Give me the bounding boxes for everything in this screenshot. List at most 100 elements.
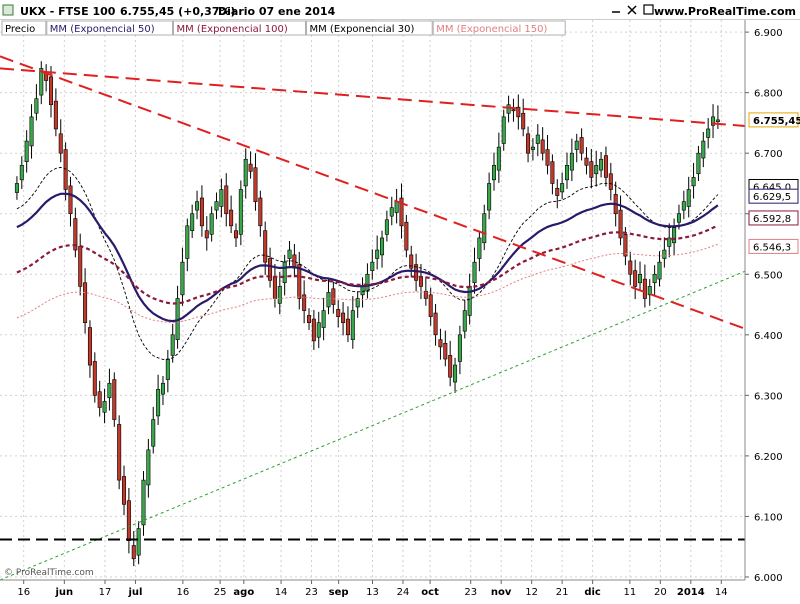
- candle: [355, 291, 360, 318]
- candle-body: [672, 225, 677, 244]
- legend-item-box[interactable]: [306, 20, 433, 36]
- candle-body: [268, 258, 273, 281]
- candle-body: [428, 294, 433, 317]
- x-tick-label: nov: [491, 587, 512, 598]
- candle-body: [49, 76, 54, 106]
- candle-body: [652, 273, 657, 284]
- candle-body: [545, 149, 550, 166]
- candle-body: [540, 139, 545, 154]
- candle: [496, 132, 501, 183]
- candle: [511, 98, 516, 122]
- candle: [311, 309, 316, 350]
- candle-body: [126, 500, 131, 541]
- candle: [268, 247, 273, 288]
- candle: [68, 176, 73, 227]
- candle: [297, 251, 302, 310]
- candle-body: [608, 173, 613, 190]
- candle: [136, 521, 141, 565]
- candle: [555, 179, 560, 209]
- candle-body: [58, 133, 63, 154]
- price-badge-label: 6.592,8: [753, 214, 791, 225]
- candle-body: [472, 261, 477, 284]
- candle: [199, 185, 204, 237]
- x-tick-label: 24: [397, 587, 410, 598]
- candle: [160, 375, 165, 406]
- candle-body: [584, 157, 589, 166]
- candle: [414, 253, 419, 292]
- candle: [545, 135, 550, 175]
- legend-item-label: Precio: [5, 24, 35, 35]
- candle-body: [78, 246, 83, 287]
- candle: [14, 176, 19, 200]
- candle: [321, 297, 326, 341]
- candle-body: [117, 424, 122, 481]
- maximize-icon[interactable]: [643, 4, 654, 15]
- candle: [170, 323, 175, 363]
- candle-body: [160, 382, 165, 395]
- candle: [112, 372, 117, 427]
- candle-body: [248, 163, 253, 172]
- price-badge: 6.755,45: [748, 112, 800, 128]
- candle: [97, 380, 102, 417]
- candle: [156, 374, 161, 426]
- candle-body: [156, 388, 161, 417]
- candle-body: [92, 361, 97, 396]
- candle: [633, 259, 638, 300]
- candle: [453, 357, 458, 393]
- legend-item-box[interactable]: [173, 20, 306, 36]
- candle: [29, 104, 34, 159]
- candle-body: [297, 264, 302, 299]
- candle: [380, 230, 385, 268]
- x-tick-label: 16: [176, 587, 189, 598]
- candle-body: [443, 342, 448, 360]
- candle-body: [550, 161, 555, 184]
- candle-body: [496, 146, 501, 171]
- candle: [63, 142, 68, 201]
- candle-body: [341, 312, 346, 324]
- x-tick-label: 23: [305, 587, 318, 598]
- candle-body: [521, 112, 526, 130]
- candle: [608, 162, 613, 201]
- candle: [131, 530, 136, 567]
- candle-body: [599, 158, 604, 171]
- close-icon[interactable]: [627, 5, 637, 15]
- candle: [477, 230, 482, 272]
- candle-body: [331, 288, 336, 305]
- candle-body: [560, 183, 565, 193]
- legend-item-box[interactable]: [1, 20, 47, 36]
- x-tick-label: 2014: [677, 587, 705, 598]
- legend-item-box[interactable]: [46, 20, 173, 36]
- candle-body: [516, 106, 521, 118]
- legend-item-label: MM (Exponencial 30): [310, 24, 415, 35]
- candle-body: [423, 290, 428, 299]
- legend-item-box[interactable]: [432, 20, 566, 36]
- price-badge: 6.546,3: [748, 238, 799, 254]
- candle: [526, 126, 531, 163]
- candle-body: [491, 164, 496, 181]
- candle-body: [638, 273, 643, 284]
- y-tick-label: 6.500: [754, 270, 783, 281]
- candle: [642, 264, 647, 308]
- candle-body: [453, 364, 458, 383]
- candle: [667, 223, 672, 258]
- ema30-line: [16, 166, 719, 360]
- candle: [701, 132, 706, 168]
- candle: [92, 352, 97, 403]
- y-tick-label: 6.200: [754, 452, 783, 463]
- candle-body: [457, 334, 462, 362]
- candle-body: [409, 254, 414, 269]
- candle-body: [272, 276, 277, 299]
- candle-body: [633, 270, 638, 287]
- candle-body: [68, 185, 73, 215]
- candle-body: [594, 164, 599, 175]
- candle-body: [681, 201, 686, 211]
- candle-body: [112, 379, 117, 420]
- candle: [574, 133, 579, 163]
- x-tick-label: 14: [715, 587, 728, 598]
- x-tick-label: 13: [366, 587, 379, 598]
- candle: [87, 320, 92, 378]
- candle-body: [209, 213, 214, 235]
- candle-body: [375, 249, 380, 259]
- chart-type-icon[interactable]: [2, 4, 14, 16]
